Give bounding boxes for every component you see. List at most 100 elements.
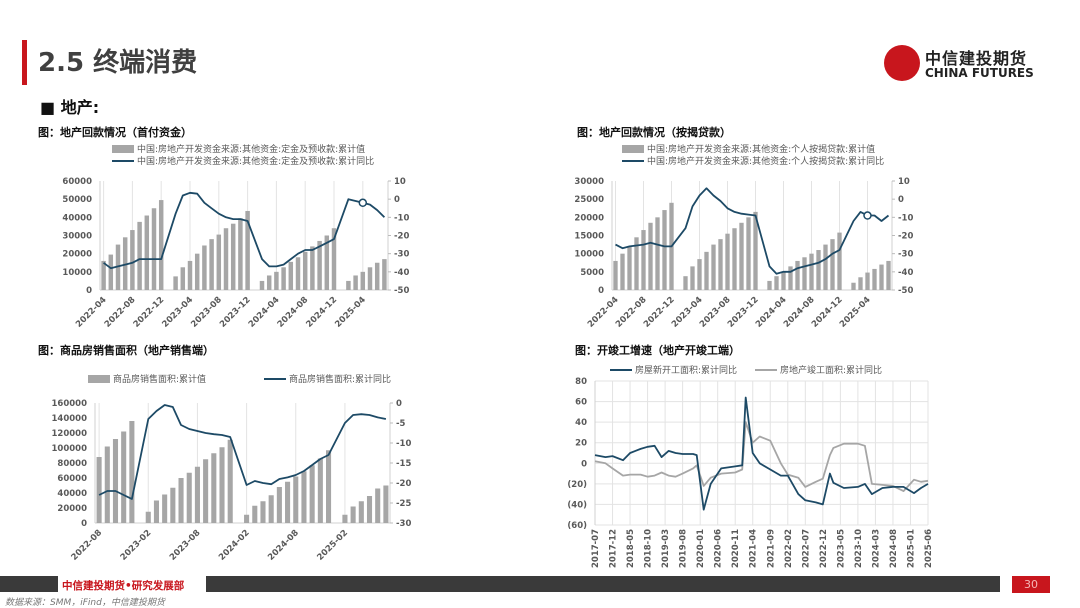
chart4-legend-newstarts: 房屋新开工面积:累计同比 xyxy=(610,363,737,376)
right-tick-label: -25 xyxy=(396,499,411,509)
x-tick-label: 2025-02 xyxy=(315,528,350,563)
bar xyxy=(170,487,176,523)
left-tick-label: 40000 xyxy=(62,213,92,223)
chart1-plot: 2022-042022-082022-122023-042023-082023-… xyxy=(62,177,409,330)
right-tick-label: 10 xyxy=(394,177,406,187)
right-tick-label: -15 xyxy=(396,459,411,469)
bar xyxy=(129,421,135,523)
bar xyxy=(620,253,625,290)
bar xyxy=(366,496,373,523)
bar xyxy=(613,260,618,290)
bar xyxy=(223,228,229,290)
bar xyxy=(753,211,758,290)
left-tick-label: 20000 xyxy=(574,213,604,223)
bar xyxy=(285,481,291,523)
bar xyxy=(374,262,380,290)
bar xyxy=(281,267,286,290)
right-tick-label: -30 xyxy=(396,519,411,529)
bar xyxy=(180,267,186,290)
bar xyxy=(238,218,243,290)
bar xyxy=(219,447,225,523)
right-tick-label: -10 xyxy=(394,213,409,223)
line-series xyxy=(615,187,890,275)
right-tick-label: -30 xyxy=(394,250,409,260)
bar xyxy=(108,254,114,290)
bar xyxy=(302,251,308,290)
bar xyxy=(795,260,800,290)
left-tick-label: 25000 xyxy=(574,195,604,205)
page-title: 2.5 终端消费 xyxy=(38,48,198,78)
bar xyxy=(137,221,142,290)
bar xyxy=(203,459,209,523)
legend-swatch xyxy=(622,159,644,162)
bar xyxy=(158,200,164,290)
bar xyxy=(367,267,373,290)
bar xyxy=(317,240,322,290)
x-tick-label: 2021-09 xyxy=(766,529,776,568)
bar xyxy=(358,501,364,523)
bar xyxy=(144,215,150,290)
bar xyxy=(96,457,102,523)
legend-label: 商品房销售面积:累计值 xyxy=(113,375,207,385)
bar xyxy=(162,494,168,523)
highlight-marker xyxy=(358,198,368,208)
x-tick-label: 2018-10 xyxy=(644,529,654,568)
chart3-legend-line: 商品房销售面积:累计同比 xyxy=(264,372,391,385)
chart2-legend-bar: 中国:房地产开发资金来源:其他资金:个人按揭贷款:累计值 xyxy=(622,142,875,155)
bar xyxy=(690,266,695,290)
left-tick-label: 20000 xyxy=(62,250,92,260)
x-tick-label: 2025-01 xyxy=(906,529,916,568)
bar xyxy=(662,210,667,290)
x-tick-label: 2020-01 xyxy=(696,529,706,568)
y-tick-label: (20) xyxy=(567,480,587,490)
left-tick-label: 60000 xyxy=(62,177,92,187)
legend-label: 中国:房地产开发资金来源:其他资金:个人按揭贷款:累计值 xyxy=(647,145,876,155)
left-tick-label: 80000 xyxy=(57,459,87,469)
bar xyxy=(293,476,299,523)
bar xyxy=(360,271,366,290)
line-series xyxy=(98,404,387,500)
footer-bar xyxy=(0,576,1000,592)
left-tick-label: 0 xyxy=(81,519,87,529)
right-tick-label: 0 xyxy=(394,195,400,205)
bar xyxy=(704,251,709,290)
bar xyxy=(802,257,807,290)
x-tick-label: 2022-12 xyxy=(819,529,829,568)
bar xyxy=(301,471,307,523)
logo-emblem-icon xyxy=(884,45,920,81)
y-tick-label: 40 xyxy=(575,418,587,428)
bar xyxy=(732,228,737,290)
bar xyxy=(230,223,236,290)
legend-swatch xyxy=(112,144,134,153)
left-tick-label: 160000 xyxy=(52,399,88,409)
x-tick-label: 2019-08 xyxy=(679,529,689,568)
bar xyxy=(711,244,716,290)
bar xyxy=(809,253,814,290)
left-tick-label: 60000 xyxy=(57,474,87,484)
bar xyxy=(104,446,110,523)
bar xyxy=(121,431,127,523)
x-tick-label: 2023-10 xyxy=(854,529,864,568)
logo-text-cn: 中信建投期货 xyxy=(925,49,1028,68)
legend-swatch xyxy=(610,368,632,371)
bar xyxy=(382,259,387,290)
bar xyxy=(683,276,688,290)
y-tick-label: (40) xyxy=(567,500,587,510)
x-tick-label: 2022-07 xyxy=(801,529,811,568)
x-tick-label: 2025-04 xyxy=(333,295,368,330)
chart4-legend-completions: 房地产竣工面积:累计同比 xyxy=(755,363,882,376)
chart3-plot: 2022-08 2023-02 2023-08 2024-02 2024-08 2025-… xyxy=(52,399,412,563)
left-tick-label: 40000 xyxy=(57,489,87,499)
x-tick-label: 2022-02 xyxy=(784,529,794,568)
right-tick-label: 0 xyxy=(898,195,904,205)
bar xyxy=(746,217,751,290)
bar xyxy=(865,272,870,290)
bar xyxy=(872,268,877,290)
y-tick-label: 60 xyxy=(575,398,587,408)
bar xyxy=(767,280,772,290)
logo: 中信建投期货 CHINA FUTURES xyxy=(884,44,1054,84)
x-tick-label: 2023-05 xyxy=(836,529,846,568)
left-tick-label: 100000 xyxy=(52,444,88,454)
bar xyxy=(178,478,184,523)
right-tick-label: -50 xyxy=(394,286,409,296)
